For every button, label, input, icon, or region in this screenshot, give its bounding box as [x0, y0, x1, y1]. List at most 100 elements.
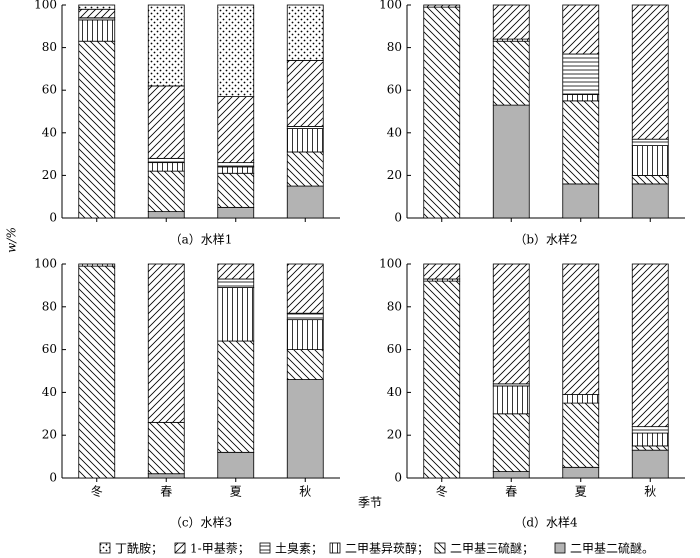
x-tick-label: 冬: [91, 484, 103, 499]
bar-segment: [423, 6, 461, 219]
bar-segment: [562, 94, 600, 102]
y-tick-label: 20: [387, 168, 402, 182]
y-tick-label: 20: [387, 428, 402, 442]
bar-segment: [423, 280, 461, 479]
legend-swatch: [174, 542, 186, 554]
bar-segment: [631, 145, 669, 176]
bar-segment: [147, 162, 185, 172]
bar-segment: [217, 162, 255, 168]
bar-segment: [562, 183, 600, 219]
legend-label: 二甲基二硫醚。: [570, 541, 654, 556]
bar-segment: [217, 96, 255, 164]
legend-label: 二甲基三硫醚；: [450, 541, 534, 556]
bar-segment: [286, 151, 324, 187]
y-tick-label: 80: [42, 40, 57, 54]
bar-segment: [78, 263, 116, 267]
bar-segment: [562, 263, 600, 395]
bar-segment: [423, 263, 461, 280]
bar-segment: [492, 385, 530, 415]
bar-segment: [217, 278, 255, 288]
legend-swatch: [434, 542, 446, 554]
y-tick-label: 0: [49, 211, 57, 225]
bar-segment: [217, 206, 255, 219]
x-tick-label: 夏: [575, 485, 587, 499]
bar-segment: [217, 451, 255, 479]
bar-segment: [78, 4, 116, 10]
bar-segment: [631, 174, 669, 185]
bar-segment: [147, 473, 185, 479]
bar-segment: [562, 53, 600, 95]
y-tick-label: 60: [387, 342, 402, 356]
y-axis-label: w/%: [5, 227, 19, 253]
bar-segment: [286, 59, 324, 127]
bar-segment: [492, 471, 530, 479]
bar-segment: [562, 466, 600, 479]
bar-segment: [631, 138, 669, 146]
bar-segment: [562, 4, 600, 55]
bar-segment: [286, 312, 324, 321]
bar-segment: [217, 340, 255, 453]
bar-segment: [492, 4, 530, 40]
y-tick-label: 60: [42, 83, 57, 97]
bar-segment: [286, 4, 324, 61]
bar-segment: [562, 394, 600, 404]
bar-segment: [147, 170, 185, 213]
legend-label: 土臭素；: [275, 541, 323, 556]
x-tick-label: 春: [505, 485, 517, 499]
x-tick-label: 春: [160, 485, 172, 499]
bar-segment: [631, 426, 669, 434]
y-tick-label: 40: [42, 125, 57, 139]
bar-segment: [147, 85, 185, 159]
bar-segment: [217, 172, 255, 208]
bar-segment: [147, 211, 185, 219]
bar-segment: [217, 263, 255, 280]
bar-segment: [492, 263, 530, 385]
y-tick-label: 20: [42, 428, 57, 442]
bar-segment: [631, 445, 669, 451]
y-tick-label: 80: [387, 40, 402, 54]
bar-segment: [217, 287, 255, 342]
bar-segment: [147, 4, 185, 87]
bar-segment: [78, 40, 116, 219]
bar-segment: [492, 104, 530, 219]
bar-segment: [286, 379, 324, 479]
legend-swatch: [329, 542, 341, 554]
bar-segment: [492, 413, 530, 472]
y-tick-label: 20: [42, 168, 57, 182]
y-tick-label: 40: [387, 385, 402, 399]
bar-segment: [631, 4, 669, 140]
bar-segment: [286, 263, 324, 314]
bar-segment: [217, 166, 255, 174]
bar-segment: [147, 157, 185, 164]
y-tick-label: 40: [387, 125, 402, 139]
bar-segment: [78, 265, 116, 479]
y-tick-label: 100: [379, 257, 402, 271]
bar-segment: [631, 183, 669, 219]
bar-segment: [562, 100, 600, 185]
panel-title: （a）水样1: [170, 232, 233, 247]
y-tick-label: 60: [387, 83, 402, 97]
legend-swatch: [259, 542, 271, 554]
legend-label: 二甲基异莰醇；: [345, 541, 429, 556]
bar-segment: [286, 128, 324, 153]
y-tick-label: 40: [42, 385, 57, 399]
panel-title: （d）水样4: [514, 515, 578, 530]
bar-segment: [78, 8, 116, 19]
x-axis-label: 季节: [358, 496, 382, 510]
bar-segment: [631, 449, 669, 479]
legend-swatch: [99, 542, 111, 554]
bar-segment: [147, 263, 185, 423]
x-tick-label: 夏: [230, 485, 242, 499]
bar-segment: [631, 432, 669, 447]
legend-swatch: [554, 542, 566, 554]
y-tick-label: 100: [379, 0, 402, 12]
y-tick-label: 0: [394, 211, 402, 225]
y-tick-label: 0: [49, 471, 57, 485]
y-tick-label: 60: [42, 342, 57, 356]
y-tick-label: 100: [34, 257, 57, 271]
legend-label: 1-甲基萘；: [190, 542, 250, 556]
x-tick-label: 秋: [644, 485, 656, 499]
bar-segment: [286, 185, 324, 219]
bar-segment: [631, 263, 669, 428]
